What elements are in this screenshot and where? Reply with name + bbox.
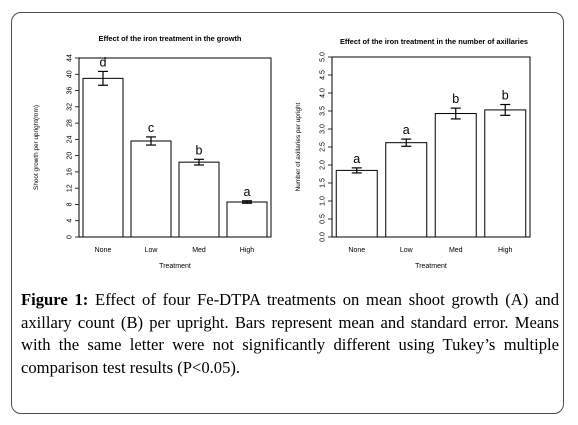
chart2-y-tick-label: 2.0 <box>320 160 327 170</box>
chart1-x-tick-label-high: High <box>240 247 255 254</box>
chart2-y-tick-label: 4.5 <box>320 70 327 80</box>
chart1-y-axis-label: Shoot growth per upright(mm) <box>33 105 40 190</box>
caption-text: Effect of four Fe-DTPA treatments on mea… <box>21 290 559 377</box>
chart1-y-tick-label: 28 <box>67 119 74 127</box>
chart1-bar-none <box>82 77 124 238</box>
chart2-x-axis-label: Treatment <box>415 263 447 270</box>
chart1-title: Effect of the iron treatment in the grow… <box>99 34 242 43</box>
chart1-x-axis-label: Treatment <box>159 263 191 270</box>
chart2-y-tick-label: 3.0 <box>320 124 327 134</box>
chart2-y-tick-label: 5.0 <box>320 52 327 62</box>
chart2-y-axis-label: Number of axillaries per upright <box>295 102 302 191</box>
chart1-y-tick-label: 32 <box>67 103 74 111</box>
chart2-significance-letter-low: a <box>403 123 410 137</box>
chart1-x-tick-label-none: None <box>95 247 112 254</box>
chart1-bar-low <box>130 140 172 238</box>
chart2-bar-none <box>335 169 378 238</box>
chart1-y-tick-label: 40 <box>67 70 74 78</box>
chart2-y-tick-label: 1.5 <box>320 178 327 188</box>
chart2-significance-letter-med: b <box>452 92 459 106</box>
chart1-bar-med <box>178 161 220 238</box>
chart1-y-tick-label: 16 <box>67 168 74 176</box>
chart2-x-tick-label-low: Low <box>400 247 414 254</box>
chart1-x-tick-label-med: Med <box>192 247 206 254</box>
chart1-x-tick-label-low: Low <box>145 247 159 254</box>
chart1-significance-letter-high: a <box>244 185 251 199</box>
chart2-y-tick-label: 0.0 <box>320 232 327 242</box>
chart2-bar-med <box>434 113 477 238</box>
chart1-y-tick-label: 4 <box>67 219 74 223</box>
chart2-x-tick-label-med: Med <box>449 247 463 254</box>
chart1-significance-letter-med: b <box>196 143 203 157</box>
chart2-significance-letter-high: b <box>502 89 509 103</box>
chart1-y-tick-label: 20 <box>67 152 74 160</box>
chart1-significance-letter-low: c <box>148 121 154 135</box>
chart1-bar-high <box>226 201 268 238</box>
caption-label: Figure 1: <box>21 290 89 309</box>
chart2-x-tick-label-high: High <box>498 247 513 254</box>
chart2-y-tick-label: 2.5 <box>320 142 327 152</box>
chart2-significance-letter-none: a <box>353 152 360 166</box>
chart2-y-tick-label: 3.5 <box>320 106 327 116</box>
chart2-y-tick-label: 1.0 <box>320 196 327 206</box>
chart1-y-tick-label: 24 <box>67 135 74 143</box>
figure-caption: Figure 1: Effect of four Fe-DTPA treatme… <box>21 289 559 379</box>
chart1-y-tick-label: 44 <box>67 54 74 62</box>
chart2-bar-high <box>484 109 527 238</box>
chart1-plot-box <box>78 57 272 238</box>
chart1-y-tick-label: 36 <box>67 87 74 95</box>
chart2-y-tick-label: 4.0 <box>320 88 327 98</box>
chart1-y-tick-label: 8 <box>67 202 74 206</box>
chart2-y-tick-label: 0.5 <box>320 214 327 224</box>
chart1-y-tick-label: 0 <box>67 235 74 239</box>
chart2-bar-low <box>385 142 428 238</box>
chart1-y-tick-label: 12 <box>67 184 74 192</box>
chart2-x-tick-label-none: None <box>348 247 365 254</box>
chart1-significance-letter-none: d <box>100 55 107 69</box>
chart2-title: Effect of the iron treatment in the numb… <box>340 37 528 46</box>
